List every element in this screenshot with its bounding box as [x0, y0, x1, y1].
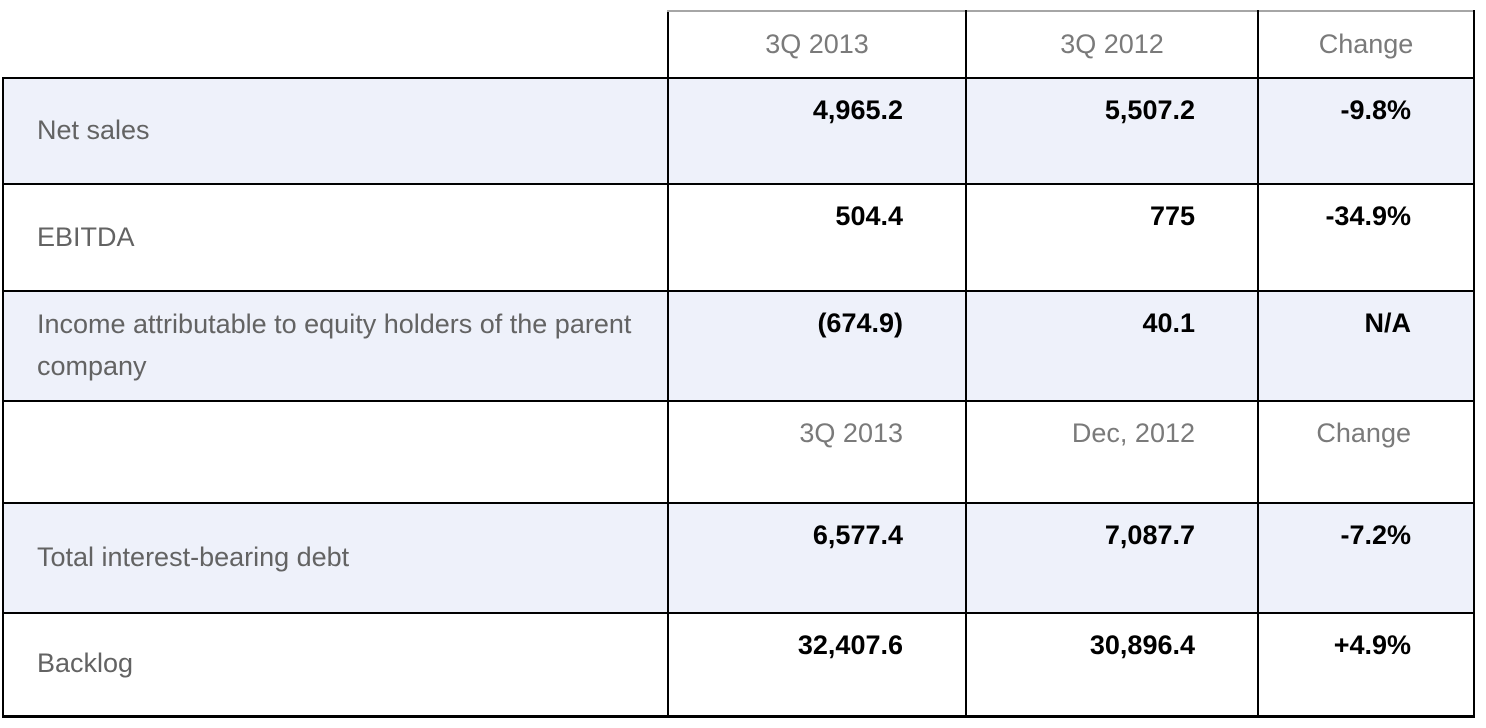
row-label: EBITDA	[2, 183, 669, 292]
row-ebitda: EBITDA 504.4 775 -34.9%	[2, 183, 1475, 292]
value-current: (674.9)	[667, 290, 967, 402]
header-3q2013: 3Q 2013	[667, 10, 967, 79]
header-change: Change	[1257, 10, 1475, 79]
row-income-attributable: Income attributable to equity holders of…	[2, 290, 1475, 402]
corner-cell	[3, 11, 668, 78]
value-current: 504.4	[667, 183, 967, 292]
header-dec2012: Dec, 2012	[965, 400, 1259, 504]
row-interest-bearing-debt: Total interest-bearing debt 6,577.4 7,08…	[2, 502, 1475, 614]
row-label: Backlog	[2, 612, 669, 718]
header-3q2013-balance: 3Q 2013	[667, 400, 967, 504]
value-current: 4,965.2	[667, 77, 967, 185]
value-change: N/A	[1257, 290, 1475, 402]
row-label: Net sales	[2, 77, 669, 185]
header-3q2012: 3Q 2012	[965, 10, 1259, 79]
empty-label-cell	[2, 400, 669, 504]
value-prior: 775	[965, 183, 1259, 292]
value-change: +4.9%	[1257, 612, 1475, 718]
value-change: -7.2%	[1257, 502, 1475, 614]
row-label: Total interest-bearing debt	[2, 502, 669, 614]
row-net-sales: Net sales 4,965.2 5,507.2 -9.8%	[2, 77, 1475, 185]
value-prior: 5,507.2	[965, 77, 1259, 185]
balance-header-row: 3Q 2013 Dec, 2012 Change	[2, 400, 1475, 504]
value-prior: 7,087.7	[965, 502, 1259, 614]
value-prior: 30,896.4	[965, 612, 1259, 718]
value-current: 6,577.4	[667, 502, 967, 614]
financial-summary-table: 3Q 2013 3Q 2012 Change Net sales 4,965.2…	[2, 10, 1475, 718]
row-backlog: Backlog 32,407.6 30,896.4 +4.9%	[2, 612, 1475, 718]
value-change: -9.8%	[1257, 77, 1475, 185]
row-label: Income attributable to equity holders of…	[2, 290, 669, 402]
period-header-row: 3Q 2013 3Q 2012 Change	[3, 10, 1475, 79]
value-prior: 40.1	[965, 290, 1259, 402]
header-change-balance: Change	[1257, 400, 1475, 504]
value-change: -34.9%	[1257, 183, 1475, 292]
value-current: 32,407.6	[667, 612, 967, 718]
